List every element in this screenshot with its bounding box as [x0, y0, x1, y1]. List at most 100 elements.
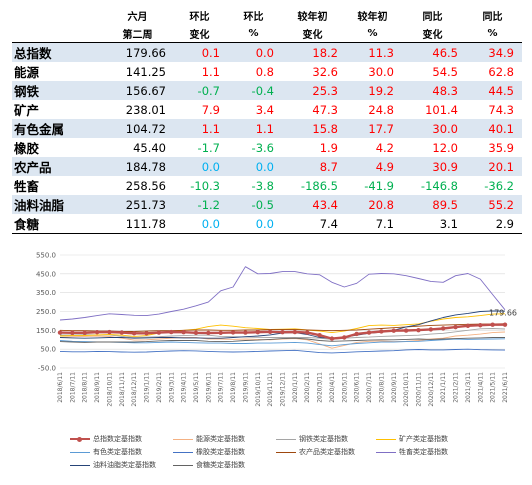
cell-ytd-chg: 18.2	[282, 42, 346, 62]
x-tick-label: 2019/3/11	[168, 372, 175, 403]
table-row: 能源 141.25 1.1 0.8 32.6 30.0 54.5 62.8	[12, 62, 522, 81]
column-header: %	[466, 24, 522, 43]
series-point	[82, 330, 87, 335]
row-name: 总指数	[12, 42, 104, 62]
row-name: 食糖	[12, 214, 104, 234]
legend-swatch	[376, 438, 396, 440]
cell-wow-chg: -1.7	[197, 140, 220, 155]
series-point	[391, 328, 396, 333]
cell-ytd-pct: 30.0	[368, 64, 394, 79]
cell-yoy-chg: 12.0	[432, 140, 458, 155]
y-tick-label: -50.0	[38, 365, 56, 373]
cell-ytd-pct: 11.3	[346, 42, 402, 62]
legend-item: 有色类定基指数	[70, 447, 142, 457]
cell-ytd-chg: 43.4	[282, 195, 346, 214]
column-header: 同比	[482, 11, 503, 23]
legend-swatch	[276, 438, 296, 440]
cell-yoy-pct: 62.8	[488, 64, 514, 79]
legend-swatch	[276, 451, 296, 453]
cell-ytd-pct: 4.2	[375, 140, 394, 155]
column-header: 同比	[422, 11, 443, 23]
x-tick-label: 2021/2/11	[453, 372, 460, 403]
series-point	[317, 333, 322, 338]
cell-ytd-pct: 24.8	[368, 102, 394, 117]
cell-yoy-pct: 2.9	[466, 214, 522, 234]
cell-yoy-pct: 34.9	[466, 42, 522, 62]
legend-swatch	[173, 438, 193, 440]
cell-ytd-chg: 8.7	[282, 157, 346, 176]
column-header: 变化	[174, 24, 228, 43]
y-tick-label: 50.0	[40, 346, 56, 354]
row-name: 牲畜	[14, 179, 40, 194]
series-point	[131, 331, 137, 336]
cell-wow-pct: 1.1	[228, 119, 282, 138]
y-tick-label: 450.0	[36, 270, 56, 278]
cell-yoy-pct: 44.5	[466, 81, 522, 100]
x-tick-label: 2018/8/11	[82, 372, 89, 403]
legend-item: 能源类定基指数	[173, 434, 245, 444]
series-point	[305, 330, 310, 335]
legend-label: 有色类定基指数	[93, 448, 142, 456]
legend-swatch	[173, 464, 193, 466]
cell-yoy-pct: 35.9	[488, 140, 514, 155]
series-point	[169, 329, 174, 335]
legend-label: 矿产类定基指数	[399, 435, 448, 443]
series-point	[490, 322, 495, 327]
cell-wow-pct: 0.0	[228, 214, 282, 234]
cell-yoy-chg: 30.9	[402, 157, 466, 176]
series-point	[107, 329, 112, 335]
cell-yoy-pct: 55.2	[466, 195, 522, 214]
series-point	[230, 330, 236, 335]
series-point	[502, 322, 508, 327]
x-tick-label: 2021/4/11	[477, 372, 484, 403]
table-row: 农产品 184.78 0.0 0.0 8.7 4.9 30.9 20.1	[12, 157, 522, 176]
table-row: 钢铁 156.67 -0.7 -0.4 25.3 19.2 48.3 44.5	[12, 81, 522, 100]
y-tick-label: 350.0	[36, 289, 56, 297]
cell-yoy-pct: -36.2	[484, 178, 514, 193]
column-header: %	[228, 24, 282, 43]
cell-value: 258.56	[125, 178, 166, 193]
cell-value: 251.73	[104, 195, 174, 214]
x-tick-label: 2018/6/11	[57, 372, 64, 403]
cell-wow-chg: -0.7	[174, 81, 228, 100]
index-table: 六月 环比 环比 较年初 较年初 同比 同比 第二周 变化% 变化% 变化% 总指数 179.66 0.1…	[12, 6, 522, 234]
row-name: 农产品	[12, 157, 104, 176]
x-tick-label: 2020/5/11	[341, 372, 348, 403]
legend-marker	[77, 437, 82, 442]
x-tick-label: 2021/5/11	[490, 372, 497, 403]
table-row: 总指数 179.66 0.1 0.0 18.2 11.3 46.5 34.9	[12, 42, 522, 62]
chart-area: -50.0 50.0 150.0 250.0 350.0 450.0 550.0 2018/6…	[0, 244, 532, 485]
cell-yoy-pct: 40.1	[466, 119, 522, 138]
cell-ytd-chg: 7.4	[282, 214, 346, 234]
series-point	[478, 323, 483, 328]
legend-item: 农产品类定基指数	[276, 447, 355, 457]
legend-item: 橡胶类定基指数	[173, 447, 245, 457]
x-tick-label: 2018/11/11	[119, 372, 126, 407]
series-point	[416, 327, 421, 333]
cell-yoy-chg: 48.3	[402, 81, 466, 100]
x-tick-label: 2019/12/11	[280, 372, 287, 407]
cell-wow-pct: 0.0	[228, 42, 282, 62]
x-tick-label: 2020/11/11	[415, 372, 422, 407]
legend-swatch	[70, 451, 90, 453]
legend-label: 能源类定基指数	[196, 435, 245, 443]
cell-wow-pct: -3.8	[251, 178, 274, 193]
column-header: 六月	[127, 11, 148, 23]
series-point	[379, 329, 384, 334]
legend-item: 牲畜类定基指数	[376, 447, 448, 457]
x-tick-label: 2020/4/11	[329, 372, 336, 403]
column-header: 较年初	[357, 11, 388, 23]
legend-item: 食糖类定基指数	[173, 460, 245, 470]
y-tick-label: 250.0	[36, 308, 56, 316]
legend-item: 矿产类定基指数	[376, 434, 448, 444]
cell-wow-chg: 1.1	[201, 64, 220, 79]
column-header	[12, 6, 104, 24]
series-point	[403, 328, 409, 333]
x-tick-label: 2021/1/11	[440, 372, 447, 403]
x-tick-label: 2019/7/11	[218, 372, 225, 403]
cell-ytd-chg: 32.6	[312, 64, 338, 79]
legend-label: 钢铁类定基指数	[299, 435, 348, 443]
table-row: 矿产 238.01 7.9 3.4 47.3 24.8 101.4 74.3	[12, 100, 522, 119]
legend-label: 橡胶类定基指数	[196, 448, 245, 456]
series-point	[218, 330, 223, 335]
